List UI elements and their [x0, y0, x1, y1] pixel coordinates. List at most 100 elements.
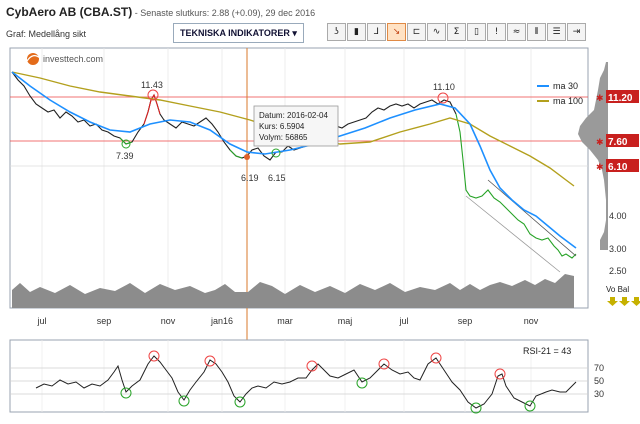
level-star-icon: ✱ [596, 93, 604, 103]
low-marker-7-39 [121, 139, 131, 149]
x-tick-label: nov [524, 316, 539, 326]
rsi-gridlines [41, 340, 532, 412]
x-tick-label: jan16 [210, 316, 233, 326]
x-tick-label: nov [161, 316, 176, 326]
chart-header: CybAero AB (CBA.ST) - Senaste slutkurs: … [6, 5, 315, 19]
x-tick-label: jul [36, 316, 46, 326]
ma100-line [11, 71, 575, 187]
price-line-feb [229, 149, 243, 159]
sum-icon: Σ [453, 27, 460, 37]
rsi-title: RSI-21 = 43 [523, 346, 571, 356]
rsi-high-5 [430, 352, 442, 364]
level-star-icon: ✱ [596, 162, 604, 172]
high-marker-11-43 [147, 89, 159, 101]
level-star-icon: ✱ [596, 137, 604, 147]
trend-lower [465, 195, 561, 273]
y-tick-label: 6.10 [608, 162, 628, 173]
y-axis-labels: ✱ 11.20 ✱ 7.60 ✱ 6.10 4.00 3.00 2.50 [596, 90, 639, 276]
ohlc-button[interactable]: ʖ [327, 23, 346, 41]
signal-arrows [607, 297, 640, 306]
tooltip: Datum: 2016-02-04 Kurs: 6.5904 Volym: 56… [253, 105, 339, 147]
rsi-y-tick-label: 70 [594, 363, 604, 373]
menu-button[interactable]: ☰ [547, 23, 566, 41]
graf-label: Graf: Medellång sikt [6, 29, 87, 39]
rsi-high-6 [494, 368, 506, 380]
chart-toolbar: ʖ ▮ ⅃ ↘ ⊏ ∿ Σ ▯! ≈ ⦀ ☰ ⇥ [327, 23, 586, 41]
wave-icon: ∿ [432, 27, 441, 37]
price-line-button[interactable]: ⊏ [407, 23, 426, 41]
legend-ma30: ma 30 [553, 81, 578, 91]
x-tick-label: maj [338, 316, 353, 326]
rsi-high-4 [378, 358, 390, 370]
compare-button[interactable]: ⦀ [527, 23, 546, 41]
low-marker-6-15 [271, 148, 281, 158]
high-marker-11-10 [437, 92, 449, 104]
trend-upper [487, 179, 577, 257]
line-chart-icon: ⅃ [373, 27, 379, 37]
price-plot-frame [9, 47, 589, 309]
squiggle-icon: ≈ [512, 27, 521, 37]
annotation-11-43: 11.43 [141, 80, 163, 90]
rsi-plot-frame [9, 339, 589, 413]
stock-title: CybAero AB (CBA.ST) [6, 5, 133, 19]
y-tick-label: 4.00 [609, 211, 627, 221]
cursor-point [244, 154, 250, 160]
squiggle-button[interactable]: ≈ [507, 23, 526, 41]
rsi-low-1 [120, 387, 132, 399]
y-label-box [606, 134, 639, 147]
legend-ma100: ma 100 [553, 96, 583, 106]
candlestick-button[interactable]: ▮ [347, 23, 366, 41]
sum-button[interactable]: Σ [447, 23, 466, 41]
x-tick-label: mar [277, 316, 293, 326]
ohlc-icon: ʖ [334, 27, 339, 37]
y-tick-label: 11.20 [608, 93, 633, 104]
price-line-oversold [455, 113, 577, 259]
candlestick-icon: ▮ [354, 27, 359, 37]
rsi-high-3 [306, 360, 318, 372]
compare-icon: ⦀ [534, 27, 539, 37]
rsi-y-tick-label: 30 [594, 389, 604, 399]
export-button[interactable]: ⇥ [567, 23, 586, 41]
price-line-overbought [143, 93, 161, 125]
y-label-box [606, 90, 639, 103]
bar-button[interactable]: ▯ [467, 23, 486, 41]
export-icon: ⇥ [572, 27, 581, 37]
rsi-low-4 [356, 377, 368, 389]
alert-icon: ! [494, 27, 499, 37]
annotation-6-15: 6.15 [268, 173, 286, 183]
bar-icon: ▯ [474, 27, 479, 37]
rsi-high-1 [148, 350, 160, 362]
tooltip-volym: Volym: 56865 [259, 133, 308, 142]
annotation-11-10: 11.10 [433, 82, 455, 92]
trend-icon: ↘ [392, 27, 401, 37]
price-line [11, 71, 457, 161]
menu-icon: ☰ [552, 27, 561, 37]
rsi-high-2 [204, 355, 216, 367]
rsi-line [35, 355, 577, 409]
line-chart-button[interactable]: ⅃ [367, 23, 386, 41]
rsi-low-5 [470, 402, 482, 414]
chart-legend: ma 30 ma 100 [537, 81, 583, 106]
volume-profile [578, 62, 608, 250]
wave-button[interactable]: ∿ [427, 23, 446, 41]
trend-button[interactable]: ↘ [387, 23, 406, 41]
annotation-6-19: 6.19 [241, 173, 259, 183]
y-tick-label: 3.00 [609, 244, 627, 254]
y-tick-label: 7.60 [608, 137, 628, 148]
y-tick-label: 2.50 [609, 266, 627, 276]
technical-indicators-dropdown[interactable]: TEKNISKA INDIKATORER ▾ [173, 23, 304, 43]
y-label-box [606, 159, 639, 172]
rsi-y-tick-label: 50 [594, 376, 604, 386]
ma30-line [11, 71, 577, 249]
rsi-low-6 [524, 400, 536, 412]
x-tick-label: sep [97, 316, 112, 326]
annotation-7-39: 7.39 [116, 151, 134, 161]
x-tick-label: sep [458, 316, 473, 326]
alert-button[interactable]: ! [487, 23, 506, 41]
rsi-low-2 [178, 395, 190, 407]
x-axis-labels: jul sep nov jan16 mar maj jul sep nov [36, 316, 538, 326]
rsi-y-labels: 70 50 30 [594, 363, 604, 399]
tooltip-kurs: Kurs: 6.5904 [259, 122, 305, 131]
brand-text: investtech.com [43, 54, 103, 64]
